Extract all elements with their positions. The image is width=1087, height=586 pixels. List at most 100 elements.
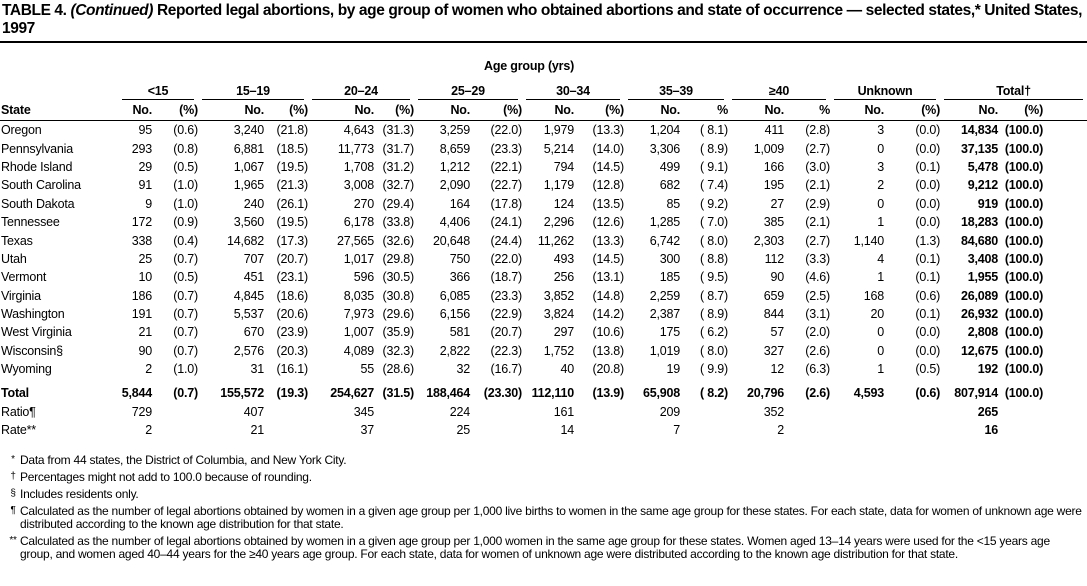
cell: (100.0) <box>1004 233 1044 248</box>
cell: 21 <box>138 325 152 340</box>
cell: 844 <box>763 307 784 322</box>
cell: (13.3) <box>592 123 625 138</box>
cell: (20.7) <box>276 251 309 266</box>
cell: 168 <box>863 288 884 303</box>
cell: (23.3) <box>490 288 523 303</box>
cell: (31.2) <box>382 159 415 174</box>
cell: (18.6) <box>276 288 309 303</box>
cell: 670 <box>243 325 264 340</box>
cell: 256 <box>553 270 574 285</box>
cell: (1.0) <box>173 362 198 377</box>
cell: 366 <box>449 270 470 285</box>
cell: (0.7) <box>173 343 198 358</box>
cell: 8,035 <box>343 288 374 303</box>
header-row: State No. (%) No. (%) No. (%) No. (%) No. (%) No.% N… <box>0 100 1087 121</box>
cell: 9,212 <box>967 178 999 193</box>
row-label: South Dakota <box>1 196 75 211</box>
cell: 1,965 <box>233 178 264 193</box>
cell: 4 <box>877 251 884 266</box>
empty-cell <box>264 421 308 439</box>
empty-cell <box>574 402 624 420</box>
column-header: No. <box>940 100 998 121</box>
cell: ( 9.2) <box>700 196 728 211</box>
cell: (23.1) <box>276 270 309 285</box>
empty-cell <box>680 402 728 420</box>
cell: (31.7) <box>382 141 415 156</box>
cell: (20.7) <box>490 325 523 340</box>
cell: 95 <box>138 123 152 138</box>
cell: (30.5) <box>382 270 415 285</box>
cell: (21.8) <box>276 123 309 138</box>
cell: (100.0) <box>1004 196 1044 211</box>
cell: (0.1) <box>915 270 941 285</box>
empty-cell <box>940 56 1087 76</box>
group-cell: Unknown <box>830 76 940 100</box>
row-label: West Virginia <box>1 325 72 340</box>
group-header: 30–34 <box>526 83 620 100</box>
cell: (18.5) <box>276 141 309 156</box>
cell: 209 <box>659 404 680 419</box>
spanner: Age group (yrs) <box>484 59 575 73</box>
cell: 2,822 <box>439 343 470 358</box>
row-label: Vermont <box>1 270 47 285</box>
cell: 185 <box>659 270 680 285</box>
cell: 1,212 <box>439 159 470 174</box>
cell: (0.5) <box>173 270 198 285</box>
cell: 729 <box>131 404 152 419</box>
group-cell: 30–34 <box>522 76 624 100</box>
cell: 750 <box>449 251 470 266</box>
cell: (100.0) <box>1004 307 1044 322</box>
cell: 2,387 <box>649 307 680 322</box>
empty-cell <box>374 421 414 439</box>
cell: 27 <box>770 196 784 211</box>
cell: (0.0) <box>915 325 941 340</box>
cell: 90 <box>770 270 784 285</box>
group-cell: ≥40 <box>728 76 830 100</box>
table-row: Texas 338 (0.4) 14,682 (17.3) 27,565 (32.6) 20,… <box>0 231 1087 249</box>
column-header: (%) <box>264 100 308 121</box>
cell: 352 <box>763 404 784 419</box>
cell: 37 <box>360 423 374 438</box>
footnote-text: Calculated as the number of legal aborti… <box>20 504 1082 531</box>
cell: 297 <box>553 325 574 340</box>
cell: 807,914 <box>954 386 999 401</box>
cell: 85 <box>666 196 680 211</box>
cell: 254,627 <box>330 386 374 401</box>
cell: (29.8) <box>382 251 415 266</box>
cell: (35.9) <box>382 325 415 340</box>
cell: 682 <box>659 178 680 193</box>
footnote: ** Calculated as the number of legal abor… <box>6 535 1084 560</box>
cell: (0.8) <box>173 141 198 156</box>
cell: 2,303 <box>753 233 784 248</box>
row-label: Total <box>1 386 29 401</box>
cell: (13.1) <box>592 270 625 285</box>
cell: 166 <box>763 159 784 174</box>
cell: 57 <box>770 325 784 340</box>
cell: 659 <box>763 288 784 303</box>
cell: 175 <box>659 325 680 340</box>
cell: 1,140 <box>853 233 884 248</box>
cell: (0.5) <box>915 362 941 377</box>
cell: 224 <box>449 404 470 419</box>
cell: 14,834 <box>961 123 999 138</box>
cell: 1,955 <box>967 270 999 285</box>
cell: 14,682 <box>226 233 264 248</box>
cell: 0 <box>877 196 884 211</box>
table-row: Tennessee 172 (0.9) 3,560 (19.5) 6,178 (33.8) 4… <box>0 213 1087 231</box>
cell: (4.6) <box>805 270 830 285</box>
cell: 5,537 <box>233 307 264 322</box>
cell: (0.6) <box>915 288 941 303</box>
empty-cell <box>680 421 728 439</box>
cell: 20,648 <box>432 233 470 248</box>
cell: (18.7) <box>490 270 523 285</box>
cell: 327 <box>763 343 784 358</box>
cell: (0.7) <box>173 307 198 322</box>
group-cell: 25–29 <box>414 76 522 100</box>
cell: 172 <box>131 215 152 230</box>
cell: 191 <box>131 307 152 322</box>
cell: ( 8.0) <box>700 343 728 358</box>
cell: 919 <box>977 196 999 211</box>
cell: ( 9.5) <box>700 270 728 285</box>
cell: (26.1) <box>276 196 309 211</box>
